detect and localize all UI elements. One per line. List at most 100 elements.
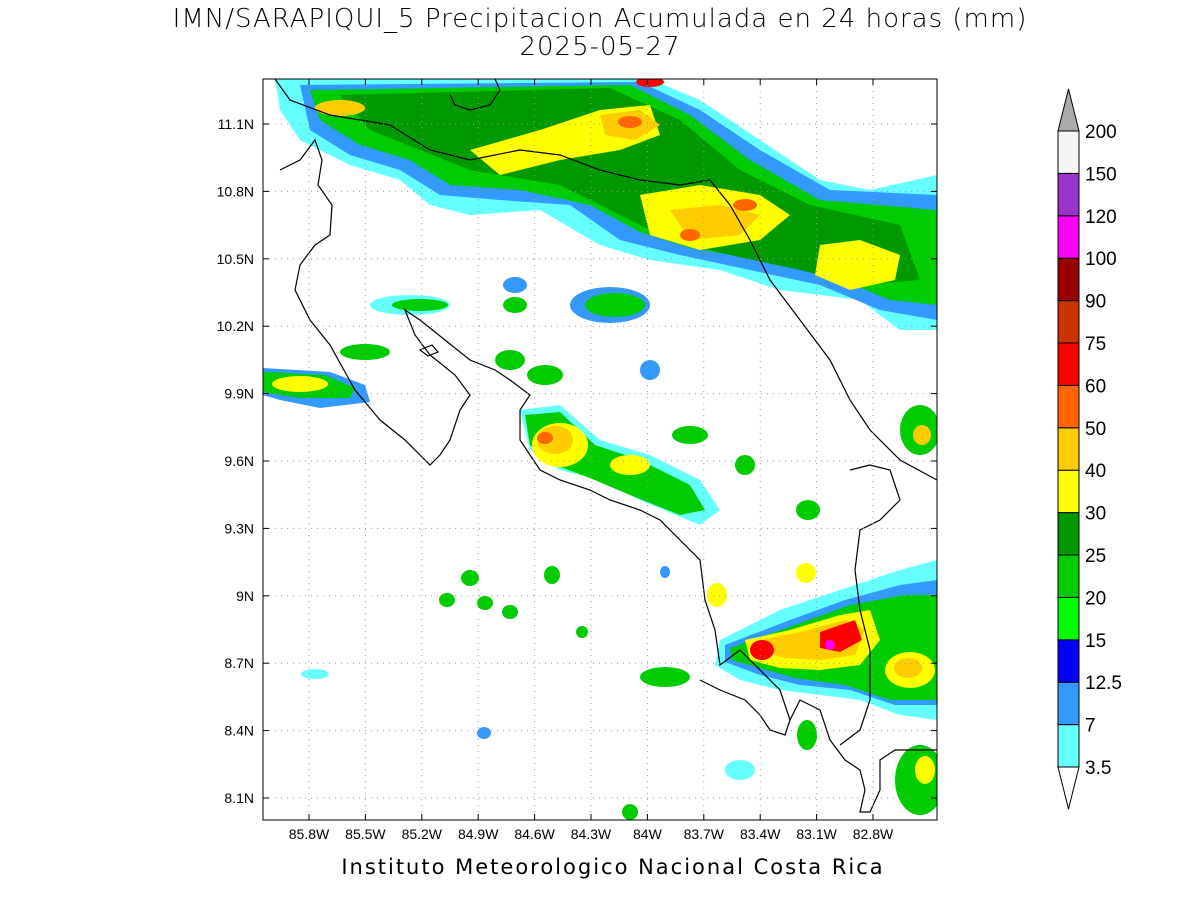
x-tick-label: 82.8W [853, 826, 894, 842]
x-tick-label: 84.6W [514, 826, 555, 842]
precipitation-field [263, 79, 937, 820]
x-tick-label: 84W [633, 826, 663, 842]
x-tick-label: 85.5W [345, 826, 386, 842]
rain-cell-17 [622, 804, 638, 820]
x-tick-label: 83.4W [740, 826, 781, 842]
colorbar-segment [1057, 342, 1080, 386]
rain-red-4 [636, 79, 664, 87]
rain-cell-12 [735, 455, 755, 475]
colorbar-label: 30 [1085, 504, 1106, 525]
y-tick-label: 8.4N [224, 723, 254, 739]
colorbar-segment [1057, 639, 1080, 683]
colorbar-segment [1057, 172, 1080, 217]
rain-cell-13 [301, 669, 329, 679]
colorbar-over-arrow [1057, 88, 1080, 132]
rain-blob-e2 [585, 293, 645, 317]
colorbar-label: 200 [1085, 122, 1117, 143]
y-tick-label: 11.1N [218, 116, 254, 132]
rain-red-2 [733, 199, 757, 211]
rain-cell-9 [707, 583, 727, 607]
rain-red-1 [680, 229, 700, 241]
coast-nicoya [279, 138, 791, 736]
rain-caribbean-s-y [913, 425, 931, 445]
colorbar-label: 90 [1085, 292, 1106, 313]
colorbar-under-arrow [1057, 766, 1080, 810]
rain-se-magenta [825, 640, 835, 650]
rain-cell-16 [797, 720, 817, 750]
colorbar-label: 15 [1085, 631, 1106, 652]
rain-red-3 [618, 116, 642, 128]
latitude-axis: 11.1N 10.8N 10.5N 10.2N 9.9N 9.6N 9.3N 9N 8.7N 8.… [217, 116, 937, 806]
rain-cell-4 [502, 605, 518, 619]
rain-blob-west-yellow [272, 376, 328, 392]
rain-blob-g [527, 365, 563, 385]
colorbar-label: 50 [1085, 419, 1106, 440]
rain-blob-a2 [392, 299, 448, 311]
x-tick-label: 83.7W [684, 826, 725, 842]
colorbar-label: 3.5 [1085, 758, 1111, 779]
rain-cell-14 [477, 727, 491, 739]
rain-yellow-3 [815, 240, 900, 290]
rain-central-red [537, 432, 553, 444]
y-tick-label: 10.8N [217, 183, 254, 199]
colorbar-label: 7 [1085, 716, 1096, 737]
border-panama [839, 464, 901, 746]
colorbar-segment [1057, 512, 1080, 556]
border-nicaragua [274, 79, 937, 481]
colorbar-segment [1057, 554, 1080, 598]
rain-blob-d [503, 297, 527, 313]
plot-frame [262, 78, 938, 821]
colorbar-segment [1057, 215, 1080, 259]
rain-cell-10 [796, 563, 816, 583]
coastline [274, 79, 937, 813]
rain-cell-8 [640, 667, 690, 687]
rain-cell-11 [796, 500, 820, 520]
colorbar-segment [1057, 724, 1080, 768]
colorbar-segment [1057, 469, 1080, 514]
rain-cell-6 [576, 626, 588, 638]
rain-cell-2 [439, 593, 455, 607]
plot-area [263, 79, 937, 820]
colorbar-segment [1057, 384, 1080, 429]
y-tick-label: 9.3N [224, 520, 254, 536]
colorbar-segment [1057, 681, 1080, 726]
rain-cell-15 [725, 760, 755, 780]
x-tick-label: 85.8W [289, 826, 330, 842]
map-title: IMN/SARAPIQUI_5 Precipitacion Acumulada … [172, 4, 1028, 34]
rain-central-3 [672, 426, 708, 444]
y-tick-label: 9N [236, 588, 254, 604]
map-date: 2025-05-27 [519, 32, 681, 62]
rain-yellow-nw [315, 100, 365, 116]
x-tick-label: 83.1W [796, 826, 837, 842]
rain-blob-h [640, 360, 660, 380]
y-tick-label: 8.7N [224, 655, 254, 671]
rain-blob-b [340, 344, 390, 360]
y-tick-label: 10.2N [217, 318, 254, 334]
coast-nw-peninsula [449, 79, 501, 111]
footer-credit: Instituto Meteorologico Nacional Costa R… [341, 855, 885, 879]
rain-central-2 [610, 455, 650, 475]
x-tick-label: 85.2W [402, 826, 443, 842]
colorbar-label: 12.5 [1085, 673, 1122, 694]
rain-cell-7 [660, 566, 670, 578]
colorbar-label: 40 [1085, 461, 1106, 482]
y-tick-label: 9.9N [224, 386, 254, 402]
rain-cell-5 [544, 566, 560, 584]
rain-cell-1 [461, 570, 479, 586]
colorbar-label: 60 [1085, 376, 1106, 397]
colorbar-segment [1057, 596, 1080, 641]
colorbar-segment [1057, 427, 1080, 471]
x-tick-label: 84.3W [571, 826, 612, 842]
rain-band-north-dgreen [340, 88, 920, 285]
gridlines [263, 79, 937, 820]
colorbar-segment [1057, 257, 1080, 302]
rain-se-orange2 [894, 658, 922, 678]
y-tick-label: 9.6N [224, 453, 254, 469]
colorbar-label: 120 [1085, 207, 1117, 228]
y-tick-label: 8.1N [224, 790, 254, 806]
longitude-axis: 85.8W 85.5W 85.2W 84.9W 84.6W 84.3W 84W 83.7W 83… [289, 79, 894, 842]
rain-south-tip-y [915, 756, 935, 784]
x-tick-label: 84.9W [458, 826, 499, 842]
colorbar-label: 75 [1085, 334, 1106, 355]
rain-se-red2 [750, 640, 774, 660]
